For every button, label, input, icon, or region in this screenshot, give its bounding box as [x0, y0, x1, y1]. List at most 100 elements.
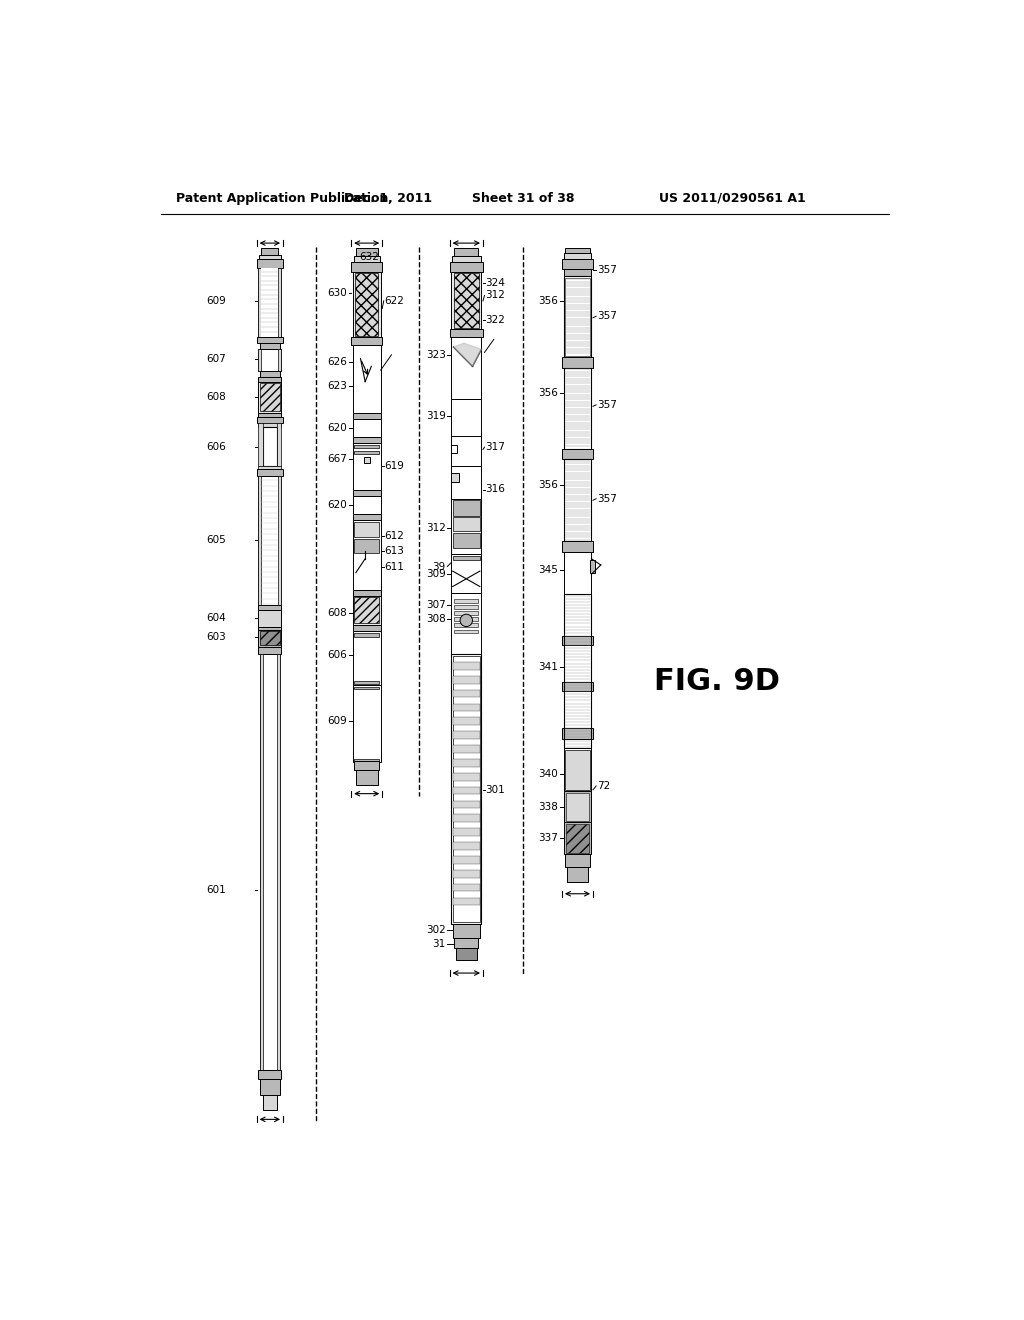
Text: 356: 356 — [539, 480, 558, 490]
Text: 323: 323 — [426, 350, 445, 360]
Bar — [355, 273, 378, 335]
Bar — [562, 449, 593, 459]
Bar — [565, 750, 590, 789]
Bar — [258, 381, 282, 412]
Bar — [352, 418, 381, 437]
Bar — [258, 605, 282, 610]
Bar — [263, 1094, 276, 1110]
Bar — [279, 350, 282, 371]
Bar — [352, 490, 381, 496]
Bar — [352, 590, 381, 595]
Bar — [453, 663, 480, 669]
Bar — [452, 554, 481, 593]
Bar — [452, 466, 481, 499]
Bar — [258, 466, 282, 470]
Bar — [258, 647, 282, 655]
Polygon shape — [454, 343, 481, 367]
Bar — [453, 814, 480, 822]
Bar — [454, 273, 479, 327]
Bar — [453, 663, 480, 669]
Bar — [352, 272, 381, 337]
Bar — [453, 800, 480, 808]
Bar — [566, 867, 589, 882]
Bar — [563, 368, 592, 449]
Bar — [354, 759, 379, 760]
Bar — [352, 626, 381, 631]
Bar — [563, 552, 592, 594]
Bar — [453, 556, 480, 561]
Bar — [562, 358, 593, 368]
Bar — [263, 428, 276, 466]
Bar — [353, 256, 380, 263]
Bar — [455, 599, 478, 603]
Bar — [260, 1080, 280, 1094]
Bar — [453, 870, 480, 878]
Bar — [258, 1071, 282, 1080]
Bar — [450, 330, 483, 337]
Bar — [453, 718, 480, 725]
Text: 317: 317 — [485, 442, 505, 453]
Bar — [352, 413, 381, 418]
Bar — [354, 681, 379, 684]
Bar — [450, 263, 483, 272]
Bar — [453, 731, 480, 739]
Bar — [453, 924, 480, 937]
Text: 609: 609 — [206, 296, 225, 306]
Circle shape — [460, 614, 472, 627]
Text: 357: 357 — [597, 312, 616, 321]
Bar — [354, 632, 379, 636]
Bar — [258, 268, 282, 337]
Bar — [565, 277, 590, 355]
Bar — [354, 760, 379, 770]
Text: 609: 609 — [328, 715, 347, 726]
Bar — [455, 618, 478, 622]
Bar — [563, 792, 592, 822]
Bar — [258, 350, 261, 371]
Text: 603: 603 — [206, 632, 225, 643]
Text: 606: 606 — [206, 442, 225, 453]
Bar — [453, 787, 480, 795]
Text: 301: 301 — [485, 785, 505, 795]
Bar — [258, 610, 282, 627]
Bar — [590, 560, 595, 573]
Bar — [453, 829, 480, 836]
Bar — [562, 636, 593, 645]
Bar — [258, 268, 261, 337]
Bar — [562, 682, 593, 692]
Bar — [455, 611, 478, 615]
Bar — [453, 842, 480, 850]
Bar — [453, 517, 480, 531]
Bar — [566, 793, 589, 821]
Text: 667: 667 — [328, 454, 347, 463]
Bar — [453, 842, 480, 850]
Bar — [562, 541, 593, 552]
Bar — [257, 470, 283, 475]
Bar — [563, 748, 592, 792]
Bar — [453, 898, 480, 906]
Bar — [258, 630, 282, 647]
Bar — [452, 445, 458, 453]
Bar — [566, 824, 589, 853]
Bar — [258, 413, 282, 417]
Bar — [565, 854, 590, 867]
Text: 316: 316 — [485, 484, 505, 495]
Text: 613: 613 — [385, 546, 404, 556]
Bar — [453, 656, 480, 923]
Text: 623: 623 — [328, 380, 347, 391]
Text: 302: 302 — [426, 925, 445, 935]
Bar — [257, 417, 283, 424]
Bar — [452, 593, 481, 655]
Text: 341: 341 — [539, 661, 558, 672]
Bar — [258, 475, 282, 607]
Bar — [279, 268, 282, 337]
Bar — [258, 424, 263, 466]
Bar — [260, 655, 263, 1071]
Text: 356: 356 — [539, 296, 558, 306]
Bar — [351, 263, 382, 272]
Text: 338: 338 — [539, 801, 558, 812]
Bar — [455, 630, 478, 634]
Bar — [452, 655, 481, 924]
Bar — [452, 436, 481, 466]
Bar — [453, 731, 480, 739]
Bar — [452, 337, 481, 399]
